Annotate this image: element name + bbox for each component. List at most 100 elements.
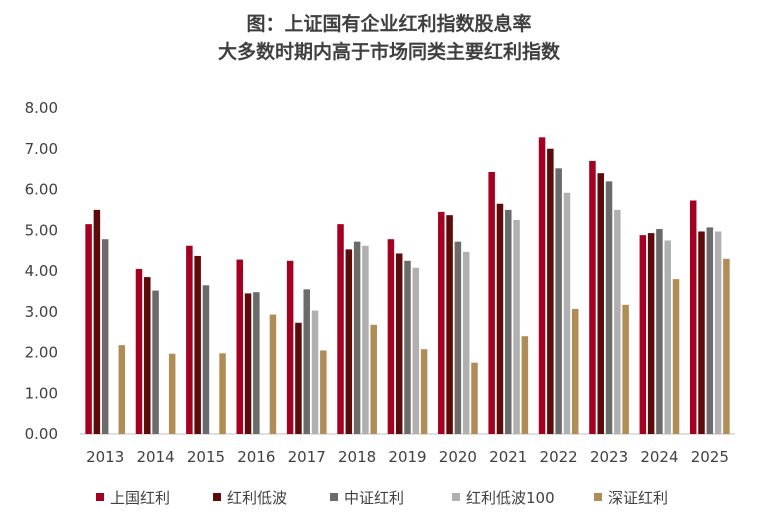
bar bbox=[253, 292, 260, 434]
x-tick-label: 2014 bbox=[136, 448, 174, 466]
bar bbox=[144, 277, 151, 434]
bar bbox=[370, 324, 377, 434]
legend-swatch bbox=[330, 493, 338, 501]
bar bbox=[404, 260, 411, 434]
legend-swatch bbox=[452, 493, 460, 501]
bar bbox=[723, 258, 730, 434]
bar bbox=[488, 171, 495, 435]
bar bbox=[186, 245, 193, 434]
bar bbox=[135, 268, 143, 434]
bar bbox=[496, 203, 504, 434]
y-tick-label: 4.00 bbox=[25, 262, 58, 280]
bar bbox=[446, 215, 453, 434]
x-tick-label: 2020 bbox=[439, 448, 477, 466]
bar bbox=[286, 260, 294, 434]
legend-swatch bbox=[213, 493, 221, 501]
bar bbox=[420, 349, 428, 434]
x-tick-label: 2017 bbox=[288, 448, 326, 466]
legend-swatch bbox=[594, 493, 602, 501]
y-tick-label: 0.00 bbox=[25, 425, 58, 443]
bar bbox=[387, 239, 395, 434]
bar bbox=[337, 224, 344, 434]
bar bbox=[395, 253, 403, 434]
bar bbox=[547, 148, 554, 434]
bar bbox=[320, 350, 327, 434]
bar bbox=[647, 233, 655, 434]
bar bbox=[202, 285, 210, 434]
bar bbox=[345, 249, 353, 434]
bar bbox=[194, 255, 201, 434]
bar bbox=[168, 353, 176, 434]
bar bbox=[698, 231, 705, 434]
legend-label: 深证红利 bbox=[608, 489, 668, 507]
bar bbox=[412, 267, 420, 434]
bar bbox=[513, 220, 520, 434]
bar bbox=[714, 231, 722, 434]
bar bbox=[471, 362, 478, 434]
x-tick-label: 2019 bbox=[388, 448, 426, 466]
y-tick-label: 8.00 bbox=[25, 99, 58, 117]
chart-subtitle: 大多数时期内高于市场同类主要红利指数 bbox=[217, 41, 560, 63]
x-tick-label: 2018 bbox=[338, 448, 376, 466]
bar bbox=[605, 181, 613, 434]
bar bbox=[521, 336, 529, 434]
bar bbox=[597, 173, 604, 434]
y-tick-label: 3.00 bbox=[25, 303, 58, 321]
bar bbox=[505, 209, 512, 434]
bar bbox=[311, 310, 319, 434]
x-tick-label: 2023 bbox=[590, 448, 628, 466]
y-tick-label: 2.00 bbox=[25, 344, 58, 362]
x-tick-label: 2021 bbox=[489, 448, 527, 466]
bar bbox=[589, 160, 596, 434]
bar bbox=[85, 224, 92, 434]
x-tick-label: 2024 bbox=[640, 448, 678, 466]
bar bbox=[622, 304, 629, 434]
legend-label: 红利低波100 bbox=[466, 489, 555, 507]
bar bbox=[656, 229, 663, 434]
bar bbox=[118, 345, 126, 434]
x-tick-label: 2016 bbox=[237, 448, 275, 466]
bar bbox=[664, 240, 671, 434]
bar bbox=[706, 227, 714, 434]
y-tick-label: 6.00 bbox=[25, 181, 58, 199]
y-tick-label: 5.00 bbox=[25, 221, 58, 239]
x-axis: 2013 2014 2015 2016 2017 2018 2019 2020 2021 2022… bbox=[80, 433, 735, 466]
chart-title: 图：上证国有企业红利指数股息率 bbox=[246, 13, 532, 35]
bar bbox=[295, 322, 302, 434]
legend-label: 红利低波 bbox=[227, 489, 287, 507]
bar bbox=[362, 245, 369, 434]
x-tick-label: 2025 bbox=[691, 448, 729, 466]
bar bbox=[244, 293, 252, 434]
bar bbox=[639, 235, 647, 434]
bar bbox=[572, 308, 579, 434]
legend-swatch bbox=[96, 493, 104, 501]
x-tick-label: 2015 bbox=[187, 448, 225, 466]
bar bbox=[93, 209, 101, 434]
bar bbox=[303, 289, 310, 434]
bar bbox=[614, 209, 621, 434]
x-tick-label: 2022 bbox=[540, 448, 578, 466]
bar bbox=[563, 192, 571, 434]
y-tick-label: 7.00 bbox=[25, 140, 58, 158]
bar bbox=[438, 211, 445, 434]
bar bbox=[454, 241, 462, 434]
bar bbox=[101, 239, 109, 434]
bar bbox=[152, 290, 159, 434]
legend: 上国红利 红利低波 中证红利 红利低波100 深证红利 bbox=[96, 489, 668, 507]
x-tick-label: 2013 bbox=[86, 448, 124, 466]
bar bbox=[555, 168, 562, 434]
bar bbox=[269, 314, 277, 434]
y-axis: 0.00 1.00 2.00 3.00 4.00 5.00 6.00 7.00 8.00 bbox=[25, 99, 58, 443]
bar bbox=[353, 241, 361, 434]
legend-label: 中证红利 bbox=[344, 489, 404, 507]
bar bbox=[462, 251, 470, 434]
bar bbox=[219, 353, 226, 434]
bars bbox=[85, 137, 730, 435]
y-tick-label: 1.00 bbox=[25, 384, 58, 402]
bar bbox=[538, 137, 546, 434]
legend-label: 上国红利 bbox=[110, 489, 170, 507]
bar bbox=[672, 279, 680, 434]
bar bbox=[236, 259, 243, 434]
bar bbox=[689, 200, 697, 434]
